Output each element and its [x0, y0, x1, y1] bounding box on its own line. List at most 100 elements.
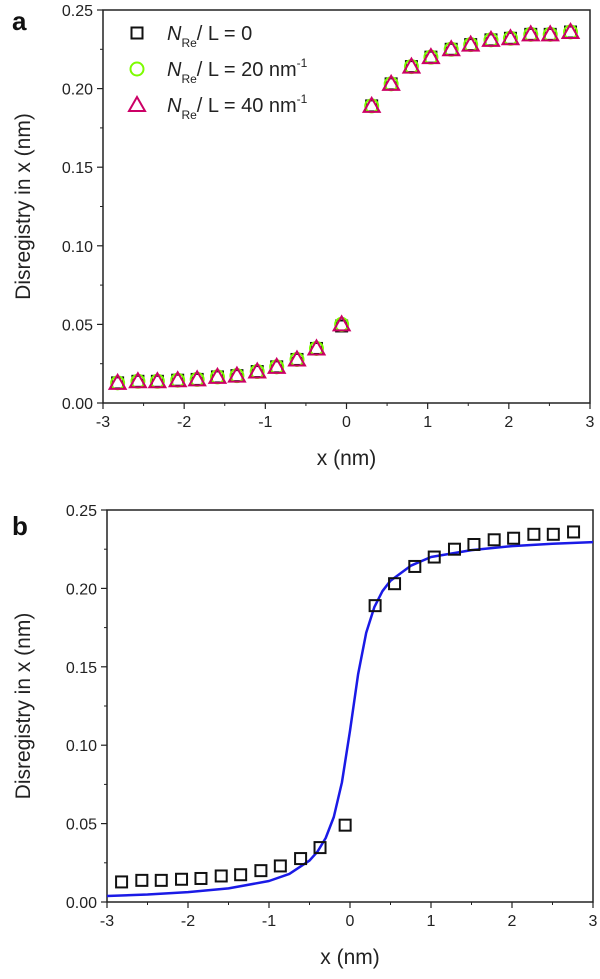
legend-sup: -1 [297, 56, 308, 70]
data-point-square [254, 864, 268, 878]
data-point-square [194, 871, 208, 885]
legend-main: N [167, 23, 182, 45]
y-tick-label: 0.10 [62, 239, 93, 256]
y-tick-label: 0.10 [66, 738, 97, 755]
x-tick-label: 3 [589, 913, 598, 930]
data-point-triangle [128, 371, 148, 389]
data-point-square [427, 550, 441, 564]
fit-curve [107, 540, 593, 898]
data-point-triangle [147, 371, 168, 389]
y-axis-label: Disregistry in x (nm) [12, 613, 35, 800]
data-point-square [154, 873, 168, 887]
data-point-square [338, 818, 352, 832]
legend-sub: Re [181, 72, 197, 86]
data-point-square [234, 868, 248, 882]
data-point-square [115, 875, 129, 889]
legend-entry: NRe/ L = 40 nm-1 [127, 92, 308, 122]
x-axis-label: x (nm) [317, 447, 377, 470]
data-point-square [527, 527, 541, 541]
legend-sup: -1 [297, 92, 308, 106]
data-point-square [388, 577, 402, 591]
data-point-square [408, 559, 422, 573]
x-tick-label: 1 [423, 414, 432, 431]
legend-rest: / L = 40 nm [197, 95, 297, 117]
y-tick-label: 0.05 [62, 317, 93, 334]
data-point-triangle [441, 39, 461, 57]
x-tick-label: -3 [96, 414, 110, 431]
x-tick-label: -2 [181, 913, 195, 930]
data-point-triangle [207, 366, 228, 384]
data-point-square [507, 531, 521, 545]
legend-marker-square [130, 26, 144, 40]
data-point-triangle [227, 365, 247, 383]
y-tick-label: 0.00 [62, 396, 93, 413]
legend-rest: / L = 0 [197, 23, 252, 45]
data-point-triangle [247, 361, 267, 379]
x-tick-label: 0 [342, 414, 351, 431]
y-tick-label: 0.20 [62, 82, 93, 99]
data-point-triangle [481, 29, 501, 47]
legend-label: NRe/ L = 40 nm-1 [167, 92, 308, 122]
data-point-square [467, 537, 481, 551]
legend-rest: / L = 20 nm [197, 59, 297, 81]
y-tick-label: 0.15 [66, 660, 97, 677]
y-tick-label: 0.20 [66, 581, 97, 598]
legend-marker-circle [129, 61, 145, 77]
data-point-triangle [187, 369, 207, 387]
plot-area [107, 21, 581, 391]
x-tick-label: 0 [346, 913, 355, 930]
x-tick-label: -1 [262, 913, 276, 930]
y-axis-label: Disregistry in x (nm) [12, 113, 35, 300]
data-point-square [175, 872, 189, 886]
panel-a: a -3 -2 -1 0 1 2 3 0.00 0.05 0.10 0.15 0.20 0.25 x (nm… [12, 3, 595, 470]
x-tick-label: -2 [177, 414, 191, 431]
legend-entry: NRe/ L = 0 [130, 23, 252, 50]
data-point-triangle [361, 95, 382, 113]
legend-label: NRe/ L = 20 nm-1 [167, 56, 308, 86]
panel-b: b -3 -2 -1 0 1 2 3 0.00 0.05 0.10 0.15 0.20 0.25 x (nm… [12, 503, 598, 969]
y-tick-label: 0.00 [66, 895, 97, 912]
data-point-square [214, 869, 228, 883]
data-point-square [135, 873, 149, 887]
plot-frame [106, 509, 594, 903]
x-tick-label: 2 [508, 913, 517, 930]
data-point-triangle [401, 56, 422, 74]
legend-sub: Re [181, 36, 197, 50]
data-point-square [313, 841, 327, 855]
data-point-square [567, 525, 581, 539]
x-tick-label: 1 [427, 913, 436, 930]
data-point-square [273, 859, 287, 873]
x-tick-label: 2 [504, 414, 513, 431]
data-point-triangle [266, 356, 287, 374]
data-point-square [368, 599, 382, 613]
data-point-triangle [107, 372, 128, 390]
y-tick-label: 0.05 [66, 817, 97, 834]
y-tick-label: 0.25 [62, 3, 93, 20]
data-point-triangle [306, 338, 327, 356]
data-point-square [487, 533, 501, 547]
legend-entry: NRe/ L = 20 nm-1 [129, 56, 308, 86]
y-tick-label: 0.25 [66, 503, 97, 520]
plot-area [107, 525, 593, 898]
data-point-triangle [287, 349, 307, 367]
x-axis-label: x (nm) [320, 946, 380, 969]
data-point-triangle [421, 47, 441, 65]
data-point-triangle [521, 24, 541, 42]
x-tick-label: -1 [258, 414, 272, 431]
data-point-triangle [381, 73, 401, 91]
x-tick-label: 3 [586, 414, 595, 431]
data-point-triangle [460, 34, 481, 52]
data-point-triangle [540, 24, 560, 42]
data-point-triangle [331, 314, 352, 332]
legend-main: N [167, 95, 182, 117]
data-point-triangle [560, 21, 581, 40]
data-point-square [447, 542, 461, 556]
x-tick-label: -3 [100, 913, 114, 930]
legend-sub: Re [181, 108, 197, 122]
data-point-square [294, 852, 308, 866]
panel-label: a [12, 6, 27, 36]
data-point-square [546, 527, 560, 541]
legend-label: NRe/ L = 0 [167, 23, 252, 50]
data-point-triangle [500, 28, 521, 46]
